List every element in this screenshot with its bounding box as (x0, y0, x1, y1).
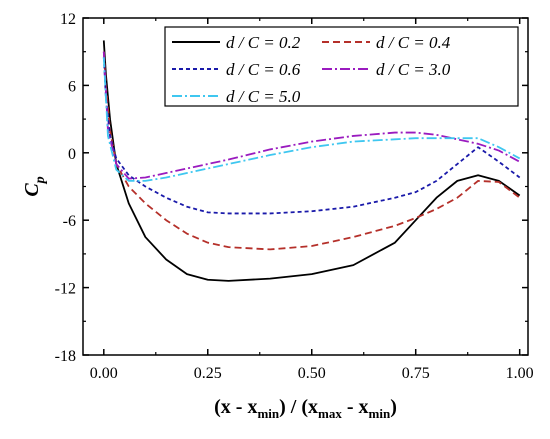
y-tick-label: -12 (55, 281, 76, 298)
y-tick-label: -18 (55, 348, 76, 365)
legend: d / C = 0.2 d / C = 0.4 d / C = 0.6 d / C =… (164, 26, 519, 107)
x-tick-label: 1.00 (506, 365, 534, 382)
legend-label-2: d / C = 0.6 (226, 60, 301, 79)
x-axis-label-part: ) / (x (279, 396, 318, 418)
x-tick-label: 0.00 (90, 365, 118, 382)
x-axis-label-part: max (318, 406, 342, 421)
x-axis-label-part: (x - x (214, 396, 257, 418)
series-line-4 (102, 57, 521, 182)
x-axis-label-part: - x (342, 396, 369, 418)
legend-label-1: d / C = 0.4 (376, 33, 451, 52)
legend-label-3: d / C = 3.0 (376, 60, 451, 79)
y-tick-label: 12 (60, 11, 76, 28)
series-layer (102, 40, 521, 282)
y-tick-label: 6 (68, 78, 76, 95)
x-tick-label: 0.25 (194, 365, 222, 382)
x-axis-label-part: ) (390, 396, 397, 418)
x-axis-label-part: min (369, 406, 391, 421)
y-axis-label-main: C (21, 183, 43, 197)
legend-box (164, 26, 519, 107)
x-axis-label-part: min (257, 406, 279, 421)
x-tick-label: 0.50 (298, 365, 326, 382)
y-axis-label-sub: p (33, 176, 48, 184)
legend-label-4: d / C = 5.0 (226, 87, 301, 106)
legend-label-0: d / C = 0.2 (226, 33, 301, 52)
y-axis-label: Cp (21, 176, 48, 196)
y-tick-label: 0 (68, 146, 76, 163)
y-tick-label: -6 (63, 213, 76, 230)
axes-layer: 0.00 0.25 0.50 0.75 1.00 -18 -12 -6 0 6 12 (55, 11, 534, 382)
x-axis-label: (x - xmin) / (xmax - xmin) (214, 396, 397, 421)
series-line-1 (102, 51, 521, 251)
axis-labels: (x - xmin) / (xmax - xmin)Cp (21, 176, 397, 421)
x-tick-label: 0.75 (402, 365, 430, 382)
series-line-3 (102, 51, 521, 180)
series-line-2 (102, 57, 521, 215)
